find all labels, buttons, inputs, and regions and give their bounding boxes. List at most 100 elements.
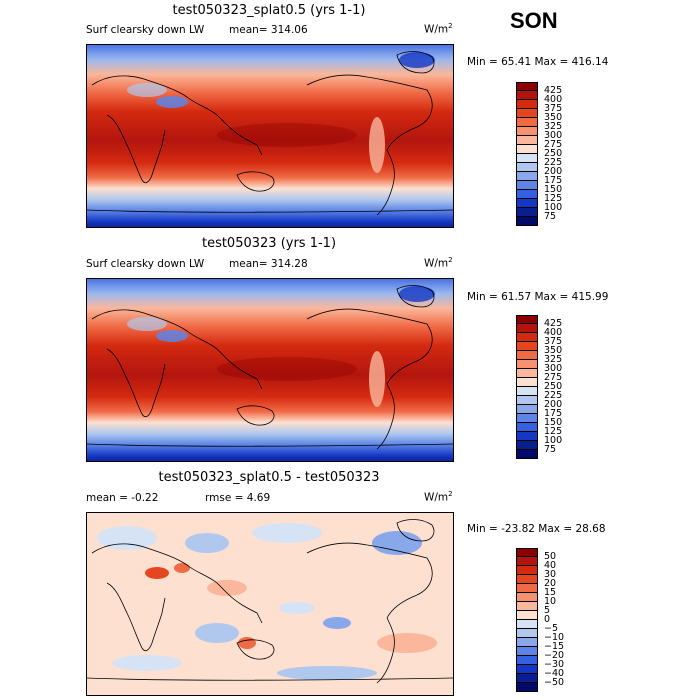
panel1-cbar-swatch [516, 100, 538, 109]
panel3-features [97, 523, 437, 680]
panel3-cbar-label: 40 [544, 560, 557, 571]
panel3-cbar-label: −5 [544, 623, 559, 634]
panel2-cbar-label: 325 [544, 354, 563, 365]
panel3-cbar-label: −50 [544, 677, 565, 688]
panel3-coastlines [87, 519, 453, 684]
panel1-map-svg [87, 45, 453, 227]
panel2-cbar-label: 175 [544, 408, 563, 419]
panel2-cbar-swatch [516, 360, 538, 369]
panel1-field-label: Surf clearsky down LW [86, 24, 205, 36]
panel2-cbar-label: 200 [544, 399, 563, 410]
panel2-cbar-swatch [516, 396, 538, 405]
panel3-minmax: Min = -23.82 Max = 28.68 [467, 523, 606, 535]
panel1-cbar-swatch [516, 136, 538, 145]
panel3-cbar-swatch [516, 602, 538, 611]
panel3-cbar-swatch [516, 656, 538, 665]
panel2-cbar-swatch [516, 414, 538, 423]
panel3-cbar-swatch [516, 584, 538, 593]
panel1-cbar-swatch [516, 145, 538, 154]
panel1-cbar-swatch [516, 82, 538, 91]
panel1-cbar-label: 425 [544, 85, 563, 96]
panel1-mean: mean= 314.06 [229, 24, 308, 36]
panel2-cbar-swatch [516, 432, 538, 441]
panel2-field-label: Surf clearsky down LW [86, 258, 205, 270]
panel1-cbar-swatch [516, 208, 538, 217]
panel1-cbar-label: 125 [544, 193, 563, 204]
season-label: SON [510, 8, 558, 33]
panel2-cbar-swatch [516, 450, 538, 459]
panel3-cbar-label: −20 [544, 650, 565, 661]
panel3-cbar-swatch [516, 566, 538, 575]
panel1-cbar-swatch [516, 163, 538, 172]
panel3-cbar-label: 0 [544, 614, 551, 625]
panel2-minmax: Min = 61.57 Max = 415.99 [467, 291, 609, 303]
panel3-cbar-swatch [516, 629, 538, 638]
panel2-cbar-swatch [516, 351, 538, 360]
panel2-cbar-label: 350 [544, 345, 563, 356]
panel3-cbar-label: −15 [544, 641, 565, 652]
panel1-cbar-label: 350 [544, 112, 563, 123]
panel1-cbar-label: 75 [544, 211, 557, 222]
panel1-cbar-label: 375 [544, 103, 563, 114]
panel1-cbar-swatch [516, 109, 538, 118]
panel1-cbar-label: 100 [544, 202, 563, 213]
panel1-features [127, 52, 435, 173]
panel2-cbar-label: 425 [544, 318, 563, 329]
panel3-cbar-label: 15 [544, 587, 557, 598]
panel2-cbar-label: 100 [544, 435, 563, 446]
panel2-cbar-swatch [516, 405, 538, 414]
panel3-cbar-label: 10 [544, 596, 557, 607]
panel2-cbar-swatch [516, 423, 538, 432]
panel2-cbar-swatch [516, 315, 538, 324]
panel1-cbar-swatch [516, 217, 538, 226]
panel3-cbar-swatch [516, 683, 538, 692]
panel1-cbar-swatch [516, 127, 538, 136]
panel1-coastlines [87, 51, 453, 216]
panel1-cbar-label: 200 [544, 166, 563, 177]
panel3-cbar-swatch [516, 593, 538, 602]
panel2-cbar-swatch [516, 342, 538, 351]
panel2-coastlines [87, 285, 453, 450]
panel3-cbar-label: 5 [544, 605, 551, 616]
panel3-cbar-swatch [516, 548, 538, 557]
panel2-cbar-label: 400 [544, 327, 563, 338]
panel3-cbar-label: 30 [544, 569, 557, 580]
panel2-cbar-swatch [516, 333, 538, 342]
panel1-cbar-label: 300 [544, 130, 563, 141]
panel2-cbar-label: 275 [544, 372, 563, 383]
panel1-cbar-swatch [516, 154, 538, 163]
panel2-units: W/m2 [424, 256, 453, 270]
panel1-cbar-swatch [516, 172, 538, 181]
panel2-map [86, 278, 454, 462]
panel3-cbar-swatch [516, 557, 538, 566]
panel3-cbar-swatch [516, 620, 538, 629]
panel1-cbar-label: 175 [544, 175, 563, 186]
panel3-cbar-label: −10 [544, 632, 565, 643]
panel1-cbar-label: 325 [544, 121, 563, 132]
panel2-cbar-swatch [516, 387, 538, 396]
panel1-cbar-swatch [516, 118, 538, 127]
panel1-cbar-label: 250 [544, 148, 563, 159]
panel3-cbar-label: −40 [544, 668, 565, 679]
panel3-cbar-swatch [516, 647, 538, 656]
panel3-cbar-swatch [516, 638, 538, 647]
panel2-cbar-swatch [516, 378, 538, 387]
panel3-map [86, 512, 454, 696]
panel3-mean: mean = -0.22 [86, 492, 159, 504]
panel3-cbar-swatch [516, 665, 538, 674]
panel1-cbar-swatch [516, 199, 538, 208]
panel3-cbar-label: 50 [544, 551, 557, 562]
panel2-features [127, 286, 435, 407]
panel1-cbar-swatch [516, 181, 538, 190]
panel3-units: W/m2 [424, 490, 453, 504]
panel3-cbar-label: 20 [544, 578, 557, 589]
panel3-map-svg [87, 513, 453, 695]
panel1-minmax: Min = 65.41 Max = 416.14 [467, 56, 609, 68]
panel3-cbar-label: −30 [544, 659, 565, 670]
panel2-cbar-swatch [516, 324, 538, 333]
panel3-cbar-swatch [516, 575, 538, 584]
panel1-units: W/m2 [424, 22, 453, 36]
panel2-cbar-swatch [516, 441, 538, 450]
panel1-cbar-swatch [516, 190, 538, 199]
panel2-title: test050323 (yrs 1-1) [201, 236, 337, 251]
